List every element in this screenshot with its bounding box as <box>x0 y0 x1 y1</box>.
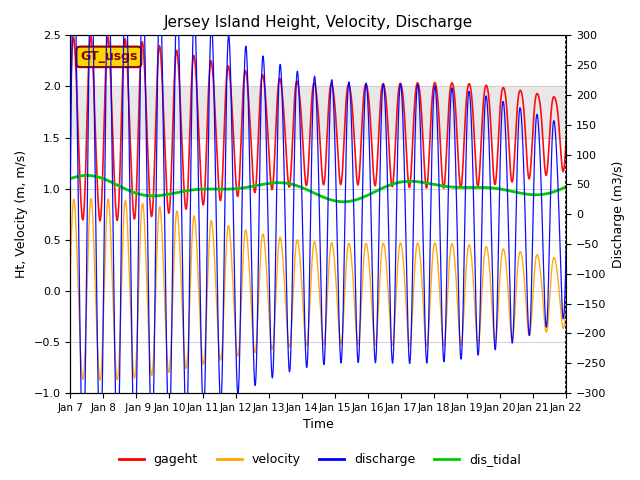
Legend: gageht, velocity, discharge, dis_tidal: gageht, velocity, discharge, dis_tidal <box>114 448 526 471</box>
Y-axis label: Ht, Velocity (m, m/s): Ht, Velocity (m, m/s) <box>15 150 28 278</box>
Text: GT_usgs: GT_usgs <box>80 50 138 63</box>
Title: Jersey Island Height, Velocity, Discharge: Jersey Island Height, Velocity, Discharg… <box>164 15 473 30</box>
Y-axis label: Discharge (m3/s): Discharge (m3/s) <box>612 160 625 268</box>
X-axis label: Time: Time <box>303 419 333 432</box>
Bar <box>70 86 566 138</box>
